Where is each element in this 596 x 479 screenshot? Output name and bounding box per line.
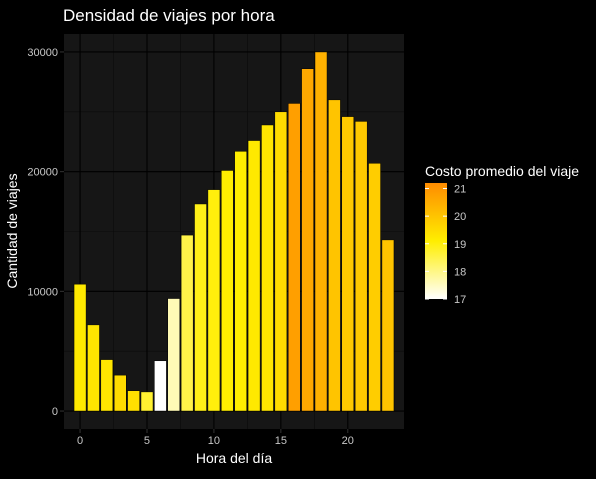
bar-hour-23	[381, 239, 395, 412]
legend-break-label: 18	[454, 266, 466, 278]
bar-hour-14	[261, 124, 274, 412]
bar-hour-5	[140, 391, 154, 412]
x-tick-label: 10	[208, 435, 220, 447]
bar-hour-21	[354, 121, 368, 412]
bar-hour-17	[301, 68, 314, 412]
x-tick-label: 0	[77, 435, 83, 447]
bar-hour-20	[341, 116, 355, 412]
bar-hour-12	[234, 151, 247, 412]
x-tick-label: 5	[144, 435, 150, 447]
x-axis-label: Hora del día	[196, 450, 272, 466]
y-tick-label: 20000	[27, 167, 58, 179]
y-tick-label: 0	[52, 406, 58, 418]
bar-hour-1	[87, 324, 100, 412]
bar-hour-22	[368, 163, 381, 412]
bar-hour-15	[274, 111, 288, 412]
bar-hour-19	[328, 99, 341, 412]
bar-hour-9	[194, 203, 207, 412]
axis-layer: 0 5 10 15 20 0 10000 20000 30000	[27, 47, 353, 447]
legend-colorbar	[425, 183, 447, 299]
y-axis-label: Cantidad de viajes	[4, 173, 20, 288]
bar-hour-13	[247, 140, 261, 412]
legend-title: Costo promedio del viaje	[425, 163, 579, 179]
bar-hour-0	[73, 283, 87, 412]
legend-break-label: 17	[454, 294, 466, 306]
bar-hour-16	[287, 103, 301, 412]
bar-hour-6	[154, 360, 167, 412]
bar-hour-8	[180, 234, 194, 412]
bar-hour-2	[100, 359, 114, 412]
bar-hour-18	[314, 51, 328, 412]
legend-ticks: 17 18 19 20 21	[425, 184, 466, 306]
x-tick-label: 15	[275, 435, 287, 447]
bar-hour-3	[113, 374, 127, 412]
bar-layer	[73, 51, 395, 412]
legend-break-label: 20	[454, 211, 466, 223]
y-tick-label: 10000	[27, 286, 58, 298]
bar-hour-7	[167, 298, 181, 412]
legend-break-label: 21	[454, 184, 466, 196]
bar-hour-4	[127, 390, 140, 412]
bar-hour-10	[207, 189, 221, 412]
x-tick-label: 20	[342, 435, 354, 447]
legend: Costo promedio del viaje 17 18 19 20 21	[425, 163, 579, 306]
legend-break-label: 19	[454, 239, 466, 251]
chart-title: Densidad de viajes por hora	[63, 6, 275, 25]
bar-hour-11	[221, 170, 234, 412]
y-tick-label: 30000	[27, 47, 58, 59]
